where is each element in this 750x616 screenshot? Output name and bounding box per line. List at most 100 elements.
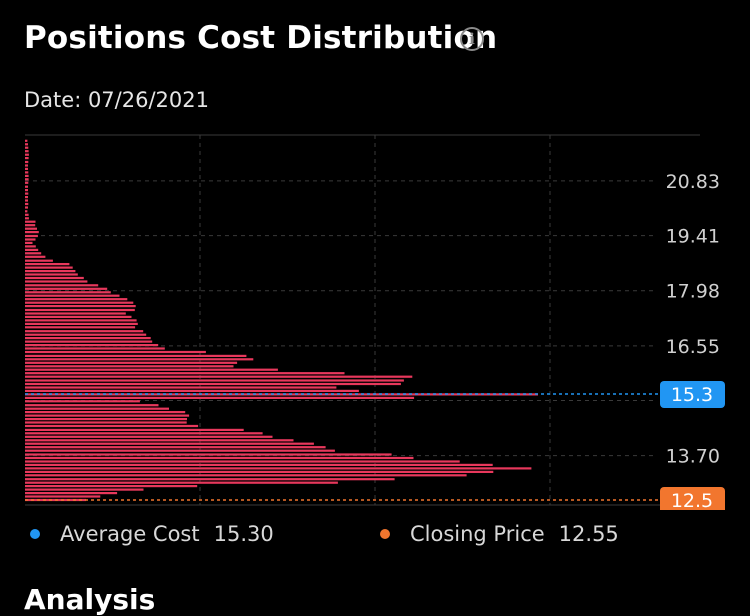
cost-bar [25, 196, 28, 199]
y-tick-label: 20.83 [666, 171, 720, 193]
cost-bar [25, 160, 29, 164]
cost-bar [25, 439, 294, 442]
cost-bar [25, 467, 532, 470]
closing-price-label: Closing Price [410, 522, 545, 546]
cost-bar [25, 287, 108, 290]
cost-bar [25, 418, 187, 421]
cost-bar [25, 347, 165, 350]
cost-bar [25, 301, 134, 304]
cost-bar [25, 234, 38, 238]
cost-bar [25, 189, 28, 192]
cost-bar [25, 386, 337, 389]
cost-bar [25, 273, 78, 276]
date-label: Date: 07/26/2021 [24, 88, 209, 112]
cost-bar [25, 446, 326, 449]
cost-bar [25, 315, 132, 318]
cost-bar [25, 181, 29, 184]
cost-bar [25, 474, 467, 477]
cost-bar [25, 442, 314, 445]
cost-bar [25, 291, 111, 294]
cost-bar [25, 284, 99, 287]
y-tick-label: 17.98 [666, 281, 720, 303]
y-tick-label: 19.41 [666, 226, 720, 248]
cost-bar [25, 143, 28, 146]
cost-bar [25, 270, 76, 273]
cost-bar [25, 435, 273, 438]
cost-bar [25, 478, 395, 481]
cost-bar [25, 396, 415, 399]
cost-bar [25, 337, 151, 340]
cost-bar [25, 495, 101, 498]
cost-bar [25, 220, 36, 223]
cost-bar [25, 213, 29, 216]
cost-bar [25, 372, 345, 375]
cost-bar [25, 174, 29, 177]
cost-bar [25, 255, 46, 258]
cost-bar [25, 294, 120, 297]
cost-bar [25, 411, 186, 414]
cost-bar [25, 167, 28, 170]
cost-bar [25, 354, 247, 357]
cost-bar [25, 280, 88, 283]
cost-bar [25, 375, 413, 378]
cost-bar [25, 153, 29, 156]
y-tick-label: 16.55 [666, 336, 720, 358]
cost-bar [25, 206, 28, 209]
cost-bar [25, 227, 37, 230]
cost-bar [25, 322, 138, 325]
analysis-heading: Analysis [24, 583, 156, 616]
closing-price-badge [660, 486, 725, 510]
cost-bar [25, 453, 392, 456]
average-cost-label: Average Cost [60, 522, 200, 546]
legend-average: Average Cost 15.30 [30, 520, 274, 548]
cost-bar [25, 456, 414, 460]
cost-bar [25, 139, 28, 142]
cost-bar [25, 238, 36, 241]
cost-bar [25, 224, 36, 227]
cost-bar [25, 460, 460, 463]
cost-bar [25, 358, 254, 361]
cost-bar [25, 414, 190, 417]
cost-bar [25, 146, 29, 149]
closing-price-value: 12.55 [558, 522, 619, 546]
info-circle-icon[interactable]: i [460, 27, 484, 51]
cost-bar [25, 150, 29, 153]
cost-bar [25, 164, 28, 167]
cost-bar [25, 231, 39, 234]
average-cost-badge-label: 15.3 [671, 384, 713, 406]
cost-bar [25, 407, 169, 410]
average-cost-value: 15.30 [213, 522, 274, 546]
cost-bar [25, 202, 29, 206]
cost-bar [25, 485, 198, 488]
cost-bar [25, 217, 29, 220]
cost-bar [25, 424, 199, 428]
closing-price-badge-label: 12.5 [671, 490, 713, 510]
cost-bar [25, 463, 493, 466]
cost-bar [25, 404, 159, 407]
cost-bar [25, 192, 29, 195]
cost-bar [25, 361, 238, 364]
cost-bar [25, 305, 136, 308]
cost-bar [25, 350, 206, 354]
cost-bar [25, 248, 39, 251]
cost-bar [25, 382, 401, 386]
y-tick-label: 13.70 [666, 446, 720, 468]
cost-bar [25, 421, 187, 424]
cost-bar [25, 276, 84, 280]
cost-bar [25, 171, 29, 174]
cost-bar [25, 178, 29, 181]
cost-bar [25, 428, 244, 431]
cost-bar [25, 259, 53, 262]
cost-bar [25, 365, 234, 368]
cost-bar [25, 199, 28, 202]
cost-bar [25, 340, 153, 343]
cost-bar [25, 185, 28, 188]
cost-bar [25, 252, 42, 255]
cost-bar [25, 308, 135, 312]
average-dot [30, 529, 40, 539]
cost-bar [25, 266, 73, 269]
cost-bar [25, 470, 494, 473]
cost-bar [25, 488, 144, 491]
page-title: Positions Cost Distribution [24, 20, 498, 56]
